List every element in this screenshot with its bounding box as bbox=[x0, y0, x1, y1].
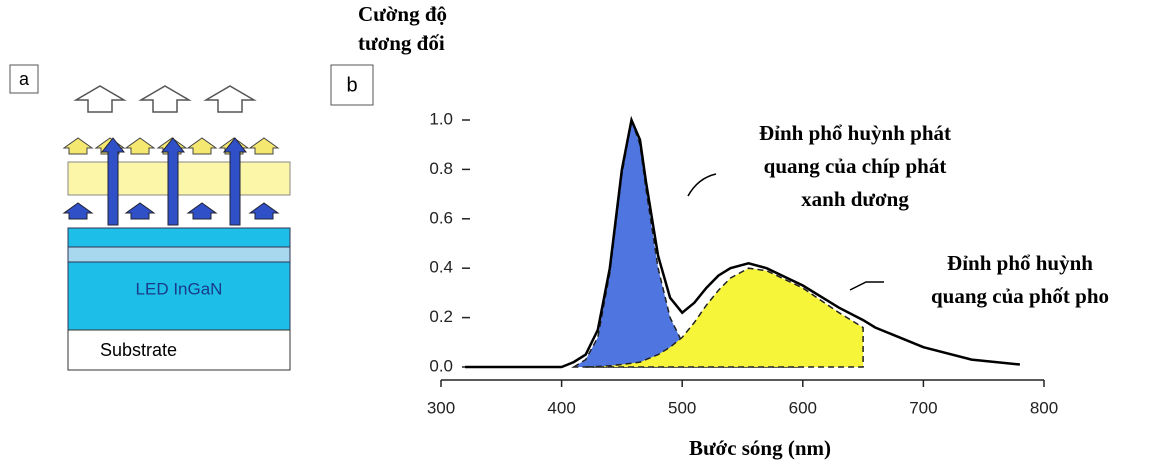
panel-label: a bbox=[19, 69, 30, 89]
phosphor-layer bbox=[67, 161, 291, 196]
y-tick-label: 0.4 bbox=[429, 258, 453, 277]
y-axis-label: Cường độ bbox=[358, 2, 447, 26]
annotation: quang của chíp phát bbox=[764, 154, 947, 178]
blue-arrows bbox=[63, 137, 279, 226]
big-arrows bbox=[73, 85, 257, 113]
x-axis-label: Bước sóng (nm) bbox=[689, 436, 831, 460]
panel-label: b bbox=[346, 74, 357, 96]
y-tick-label: 0.8 bbox=[429, 159, 453, 178]
panel-box bbox=[9, 64, 39, 94]
x-tick-label: 500 bbox=[668, 398, 696, 417]
x-tick-label: 700 bbox=[909, 398, 937, 417]
line bbox=[465, 115, 1021, 369]
plot: 300 400 500 600 700 800 0.0 0.2 0.4 0.6 0.8 1.0 bbox=[427, 109, 1058, 417]
annotation: xanh dương bbox=[801, 187, 909, 211]
y-tick-label: 1.0 bbox=[429, 109, 453, 128]
y-tick-label: 0.2 bbox=[429, 307, 453, 326]
x-tick-label: 300 bbox=[427, 398, 455, 417]
y-tick-label: 0.0 bbox=[429, 356, 453, 375]
substrate bbox=[67, 329, 291, 371]
x-tick-label: 800 bbox=[1030, 398, 1058, 417]
x-tick-label: 600 bbox=[789, 398, 817, 417]
annotation: Đỉnh phổ huỳnh bbox=[947, 251, 1093, 275]
area bbox=[585, 267, 864, 368]
annotation: Đỉnh phổ huỳnh phát bbox=[759, 121, 951, 145]
y-tick-label: 0.6 bbox=[429, 208, 453, 227]
x-tick-label: 400 bbox=[547, 398, 575, 417]
pointer bbox=[687, 173, 717, 197]
annotation: quang của phốt pho bbox=[931, 284, 1109, 308]
led-stripe bbox=[67, 246, 291, 263]
panel-box bbox=[330, 64, 374, 106]
layer-label: Substrate bbox=[100, 340, 177, 360]
layer-label: LED InGaN bbox=[136, 279, 223, 298]
pointer bbox=[849, 281, 884, 291]
y-axis-label: tương đối bbox=[358, 31, 445, 55]
